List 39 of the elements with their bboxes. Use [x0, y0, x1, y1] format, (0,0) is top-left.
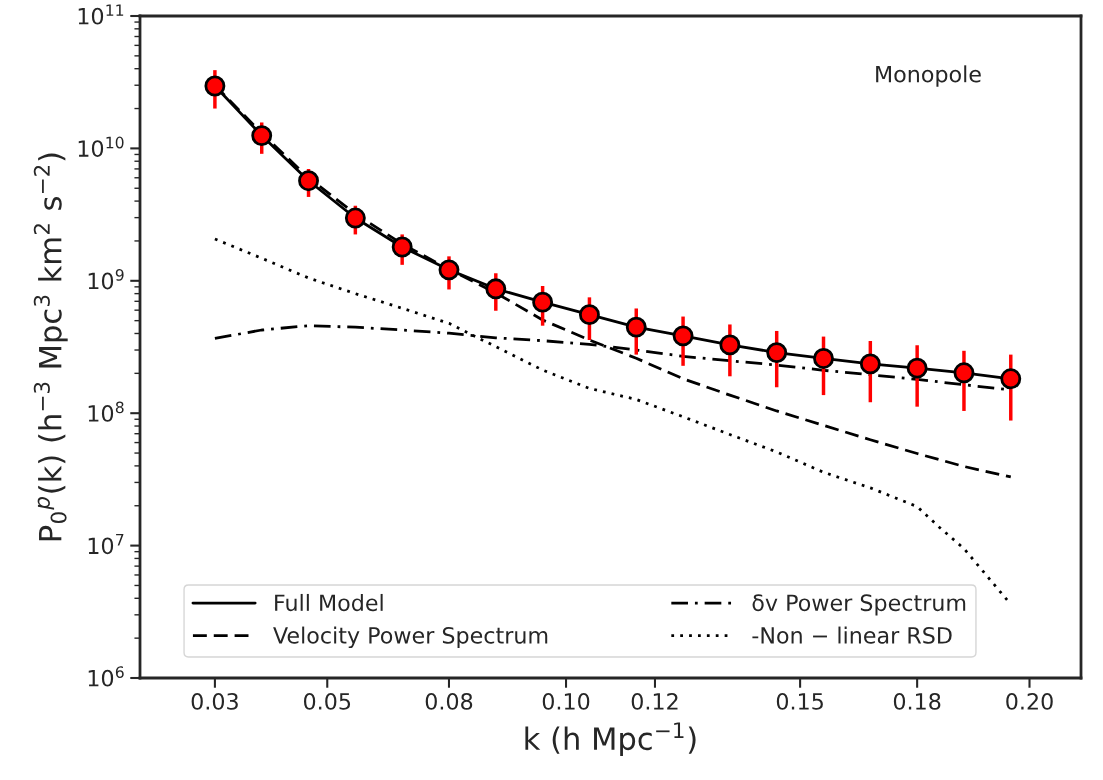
point [438, 259, 460, 281]
point [813, 348, 834, 369]
y-tick-label: 10$^{11}$ [78, 4, 124, 25]
annotation: Monopole [876, 65, 981, 87]
x-tick-label: 0.10 [542, 692, 590, 710]
x-tick-label: 0.12 [631, 692, 678, 710]
legend-label: Full Model [275, 593, 383, 612]
x-tick-label: 0.18 [893, 692, 941, 710]
point [672, 325, 694, 347]
point [344, 207, 366, 229]
x-tick-label: 0.03 [191, 692, 238, 710]
y-tick-label: 10$^{10}$ [78, 136, 124, 157]
x-tick-label: 0.15 [776, 692, 823, 710]
x-axis-title: k (h Mpc$^{−1}$) [525, 722, 696, 757]
point [766, 342, 788, 364]
point [485, 278, 507, 300]
point [251, 125, 273, 147]
y-tick-label: 10$^{8}$ [88, 401, 124, 422]
point [625, 316, 647, 338]
point [859, 353, 881, 375]
point [204, 75, 226, 97]
y-tick-label: 10$^{6}$ [88, 666, 124, 687]
legend-label: Velocity Power Spectrum [273, 626, 548, 649]
point [719, 334, 741, 356]
x-tick-label: 0.05 [303, 692, 351, 710]
y-tick-label: 10$^{7}$ [88, 534, 124, 555]
x-tick-label: 0.20 [1006, 692, 1053, 710]
point [578, 304, 600, 326]
point [532, 291, 554, 313]
x-tick-label: 0.08 [425, 692, 473, 710]
text: P$_{0}$$^{p}$(k) (h$^{−3}$ Mpc$^{3}$ km$^{2}$ s$^{−2}$) [33, 153, 68, 541]
legend-label: -Non − linear RSD [752, 626, 952, 644]
point [953, 362, 975, 384]
point [1000, 368, 1022, 390]
point [391, 236, 413, 258]
y-tick-label: 10$^{9}$ [88, 269, 124, 290]
point [298, 170, 319, 192]
point [906, 357, 928, 379]
legend-label: δv Power Spectrum [752, 594, 966, 616]
